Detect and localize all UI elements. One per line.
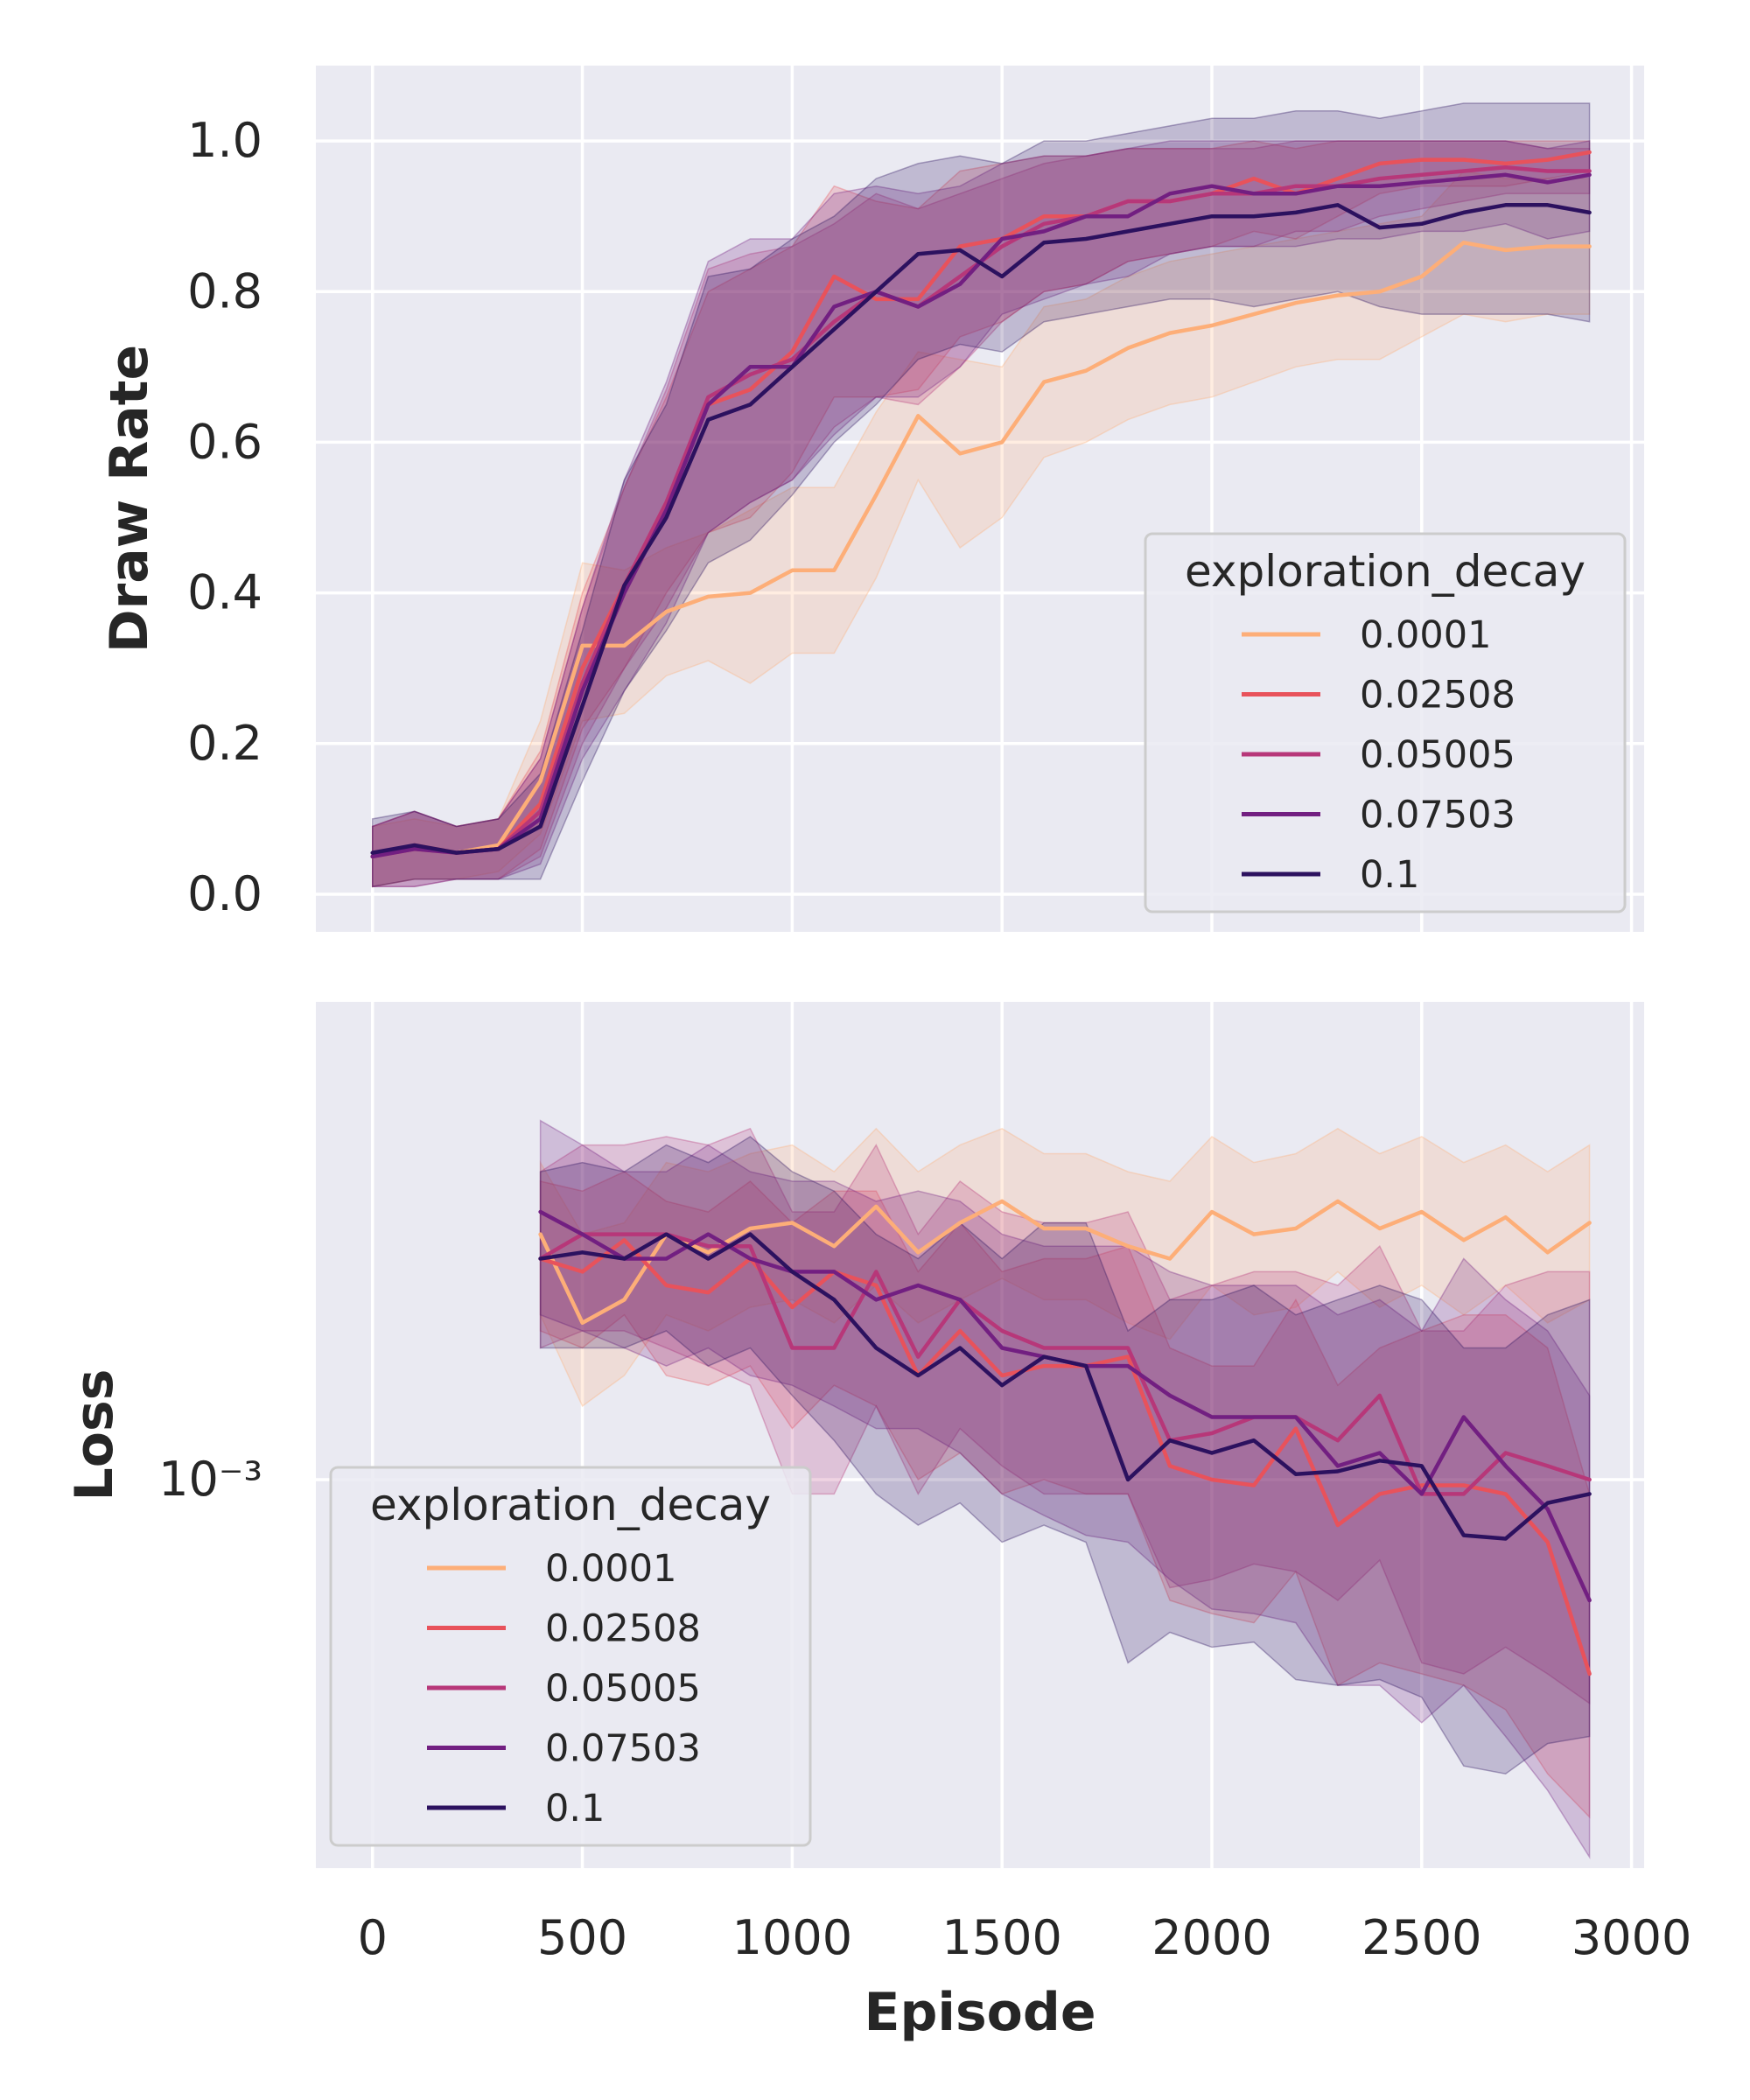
draw-rate-panel: 0.0 0.2 0.4 0.6 0.8 1.0 Draw Rate exploration… — [99, 66, 1644, 932]
legend-label: 0.02508 — [545, 1607, 701, 1651]
y-tick-label: 1.0 — [187, 113, 262, 168]
loss-legend: exploration_decay 0.0001 0.02508 0.05005 0.0… — [329, 1466, 812, 1847]
confidence-band-0.07503 — [371, 140, 1591, 888]
x-tick-label: 2000 — [1152, 1910, 1271, 1965]
draw-rate-legend: exploration_decay 0.0001 0.02508 0.05005 0.0… — [1144, 532, 1627, 914]
x-tick-label: 0 — [358, 1910, 388, 1965]
x-tick-label: 1500 — [942, 1910, 1061, 1965]
x-tick-labels: 0 500 1000 1500 2000 2500 3000 — [358, 1910, 1692, 1965]
confidence-band-0.0001 — [371, 170, 1591, 888]
confidence-band-0.05005 — [371, 140, 1591, 888]
loss-y-tick-labels: 10⁻³ — [158, 1452, 262, 1507]
series-line-0.05005 — [538, 1232, 1592, 1496]
draw-rate-series-lines — [370, 150, 1592, 859]
series-line-0.0001 — [538, 1199, 1592, 1326]
y-tick-label: 0.4 — [187, 565, 262, 620]
series-line-0.1 — [538, 1232, 1592, 1541]
legend-title: exploration_decay — [370, 1480, 771, 1530]
confidence-band-0.07503 — [539, 1119, 1591, 1860]
y-tick-label: 0.2 — [187, 716, 262, 771]
series-line-0.0001 — [370, 241, 1592, 859]
legend-frame — [329, 1466, 812, 1847]
y-tick-label: 0.8 — [187, 263, 262, 318]
draw-rate-confidence-bands — [371, 102, 1591, 888]
draw-rate-y-tick-labels: 0.0 0.2 0.4 0.6 0.8 1.0 — [187, 113, 262, 921]
x-tick-label: 3000 — [1572, 1910, 1691, 1965]
legend-label: 0.05005 — [1360, 733, 1516, 777]
legend-label: 0.1 — [1360, 853, 1419, 897]
legend-label: 0.07503 — [545, 1727, 701, 1771]
legend-frame — [1144, 532, 1627, 914]
y-tick-label: 0.0 — [187, 866, 262, 921]
x-tick-label: 2500 — [1362, 1910, 1481, 1965]
legend-label: 0.0001 — [545, 1547, 676, 1591]
loss-panel: 10⁻³ Loss exploration_decay 0.0001 0.02508… — [64, 1002, 1644, 1868]
x-tick-label: 500 — [537, 1910, 627, 1965]
legend-label: 0.1 — [545, 1787, 605, 1830]
y-tick-label: 10⁻³ — [158, 1452, 262, 1507]
legend-label: 0.05005 — [545, 1667, 701, 1711]
legend-label: 0.07503 — [1360, 794, 1516, 837]
legend-label: 0.02508 — [1360, 674, 1516, 718]
legend-label: 0.0001 — [1360, 613, 1491, 657]
draw-rate-y-axis-title: Draw Rate — [99, 345, 160, 653]
legend-title: exploration_decay — [1185, 546, 1586, 597]
x-tick-label: 1000 — [732, 1910, 852, 1965]
loss-series-lines — [538, 1199, 1592, 1676]
y-tick-label: 0.6 — [187, 414, 262, 469]
x-axis-title: Episode — [864, 1982, 1096, 2043]
confidence-band-0.1 — [371, 102, 1591, 888]
series-line-0.02508 — [370, 150, 1592, 859]
confidence-band-0.02508 — [539, 1171, 1591, 1819]
series-line-0.1 — [370, 203, 1592, 855]
loss-y-axis-title: Loss — [64, 1369, 125, 1502]
